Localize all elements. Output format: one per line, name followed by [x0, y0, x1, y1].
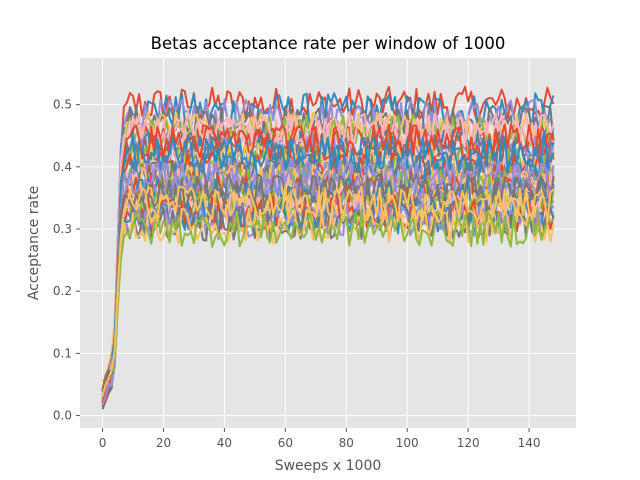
y-tick-label: 0.2: [53, 284, 72, 298]
series-line: [101, 123, 555, 403]
y-axis-label: Acceptance rate: [26, 186, 42, 300]
series-line: [101, 98, 555, 392]
x-axis-ticks: 0 20 40 60 80 100 120 140: [99, 428, 541, 450]
chart-title: Betas acceptance rate per window of 1000: [151, 34, 506, 53]
x-axis-label: Sweeps x 1000: [275, 458, 382, 474]
x-tick-label: 140: [518, 436, 541, 450]
y-axis-ticks: 0.0 0.1 0.2 0.3 0.4 0.5: [53, 98, 80, 423]
x-tick-label: 0: [99, 436, 107, 450]
x-tick-label: 120: [457, 436, 480, 450]
series-line: [101, 157, 555, 400]
x-tick-label: 40: [217, 436, 232, 450]
x-tick-label: 80: [339, 436, 354, 450]
series-group: [101, 85, 555, 410]
series-line: [101, 185, 555, 397]
y-tick-label: 0.4: [53, 160, 72, 174]
y-tick-label: 0.3: [53, 222, 72, 236]
series-line: [101, 207, 555, 397]
y-tick-label: 0.0: [53, 409, 72, 423]
series-line: [101, 135, 555, 396]
y-tick-label: 0.1: [53, 346, 72, 360]
x-tick-label: 100: [396, 436, 419, 450]
series-line: [101, 210, 555, 403]
y-tick-label: 0.5: [53, 98, 72, 112]
x-tick-label: 20: [156, 436, 171, 450]
x-tick-label: 60: [278, 436, 293, 450]
